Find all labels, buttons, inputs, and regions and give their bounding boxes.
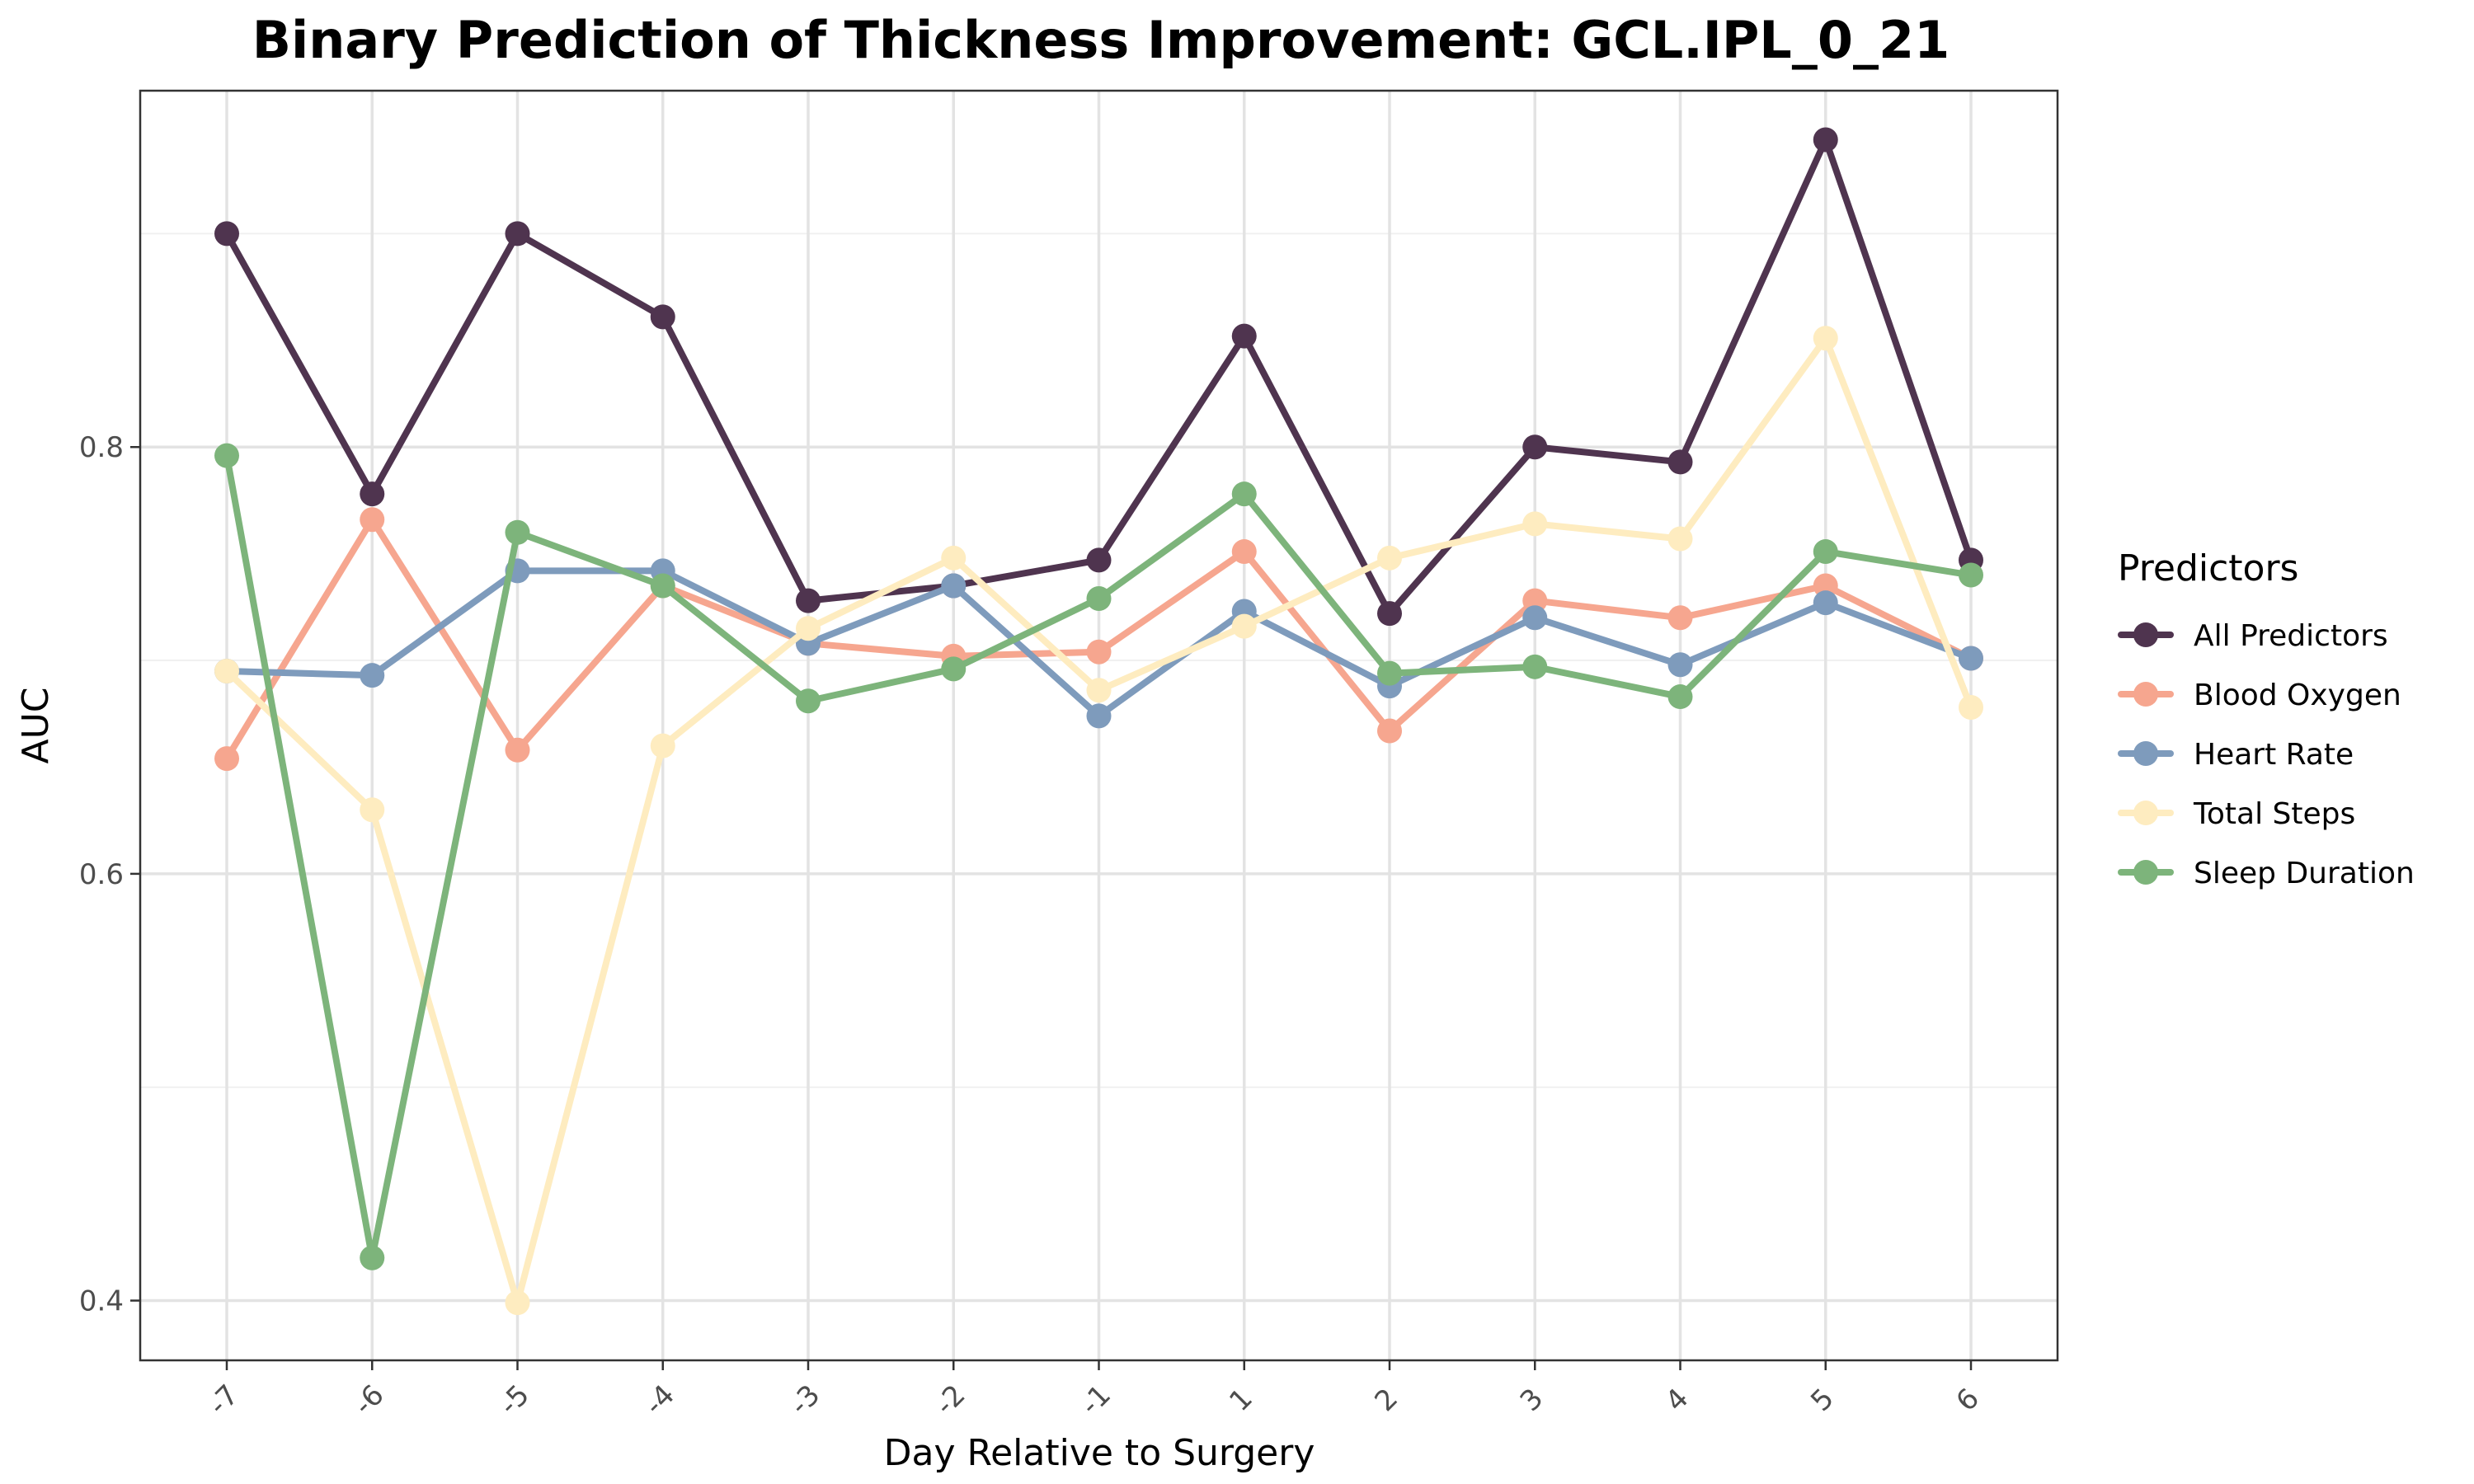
data-point [1086, 586, 1112, 611]
x-axis-title: Day Relative to Surgery [884, 1432, 1315, 1474]
x-tick-label: 6 [1950, 1382, 1986, 1418]
data-point [1086, 639, 1112, 665]
data-point [505, 737, 530, 763]
x-axis: -7 -6 -5 -4 -3 -2 -1 1 2 3 4 5 6 [202, 1360, 1986, 1421]
x-tick-label: -3 [783, 1378, 826, 1421]
data-point [1959, 695, 1983, 720]
legend-key-point [2133, 622, 2158, 647]
data-point [1959, 562, 1983, 588]
legend-item: All Predictors [2118, 619, 2388, 653]
data-point [1667, 684, 1693, 710]
data-point [1231, 613, 1257, 639]
data-point [650, 573, 675, 599]
data-point [1667, 526, 1693, 552]
data-point [1377, 660, 1402, 686]
data-point [360, 663, 385, 688]
data-point [1813, 127, 1838, 153]
data-point [214, 746, 239, 772]
data-point [214, 443, 239, 468]
x-tick-label: -1 [1075, 1378, 1117, 1421]
legend-item: Sleep Duration [2118, 857, 2415, 890]
data-point [1522, 654, 1548, 679]
series-sleep-duration [214, 443, 1983, 1270]
data-point [1813, 539, 1838, 565]
data-point [214, 659, 239, 683]
data-point [505, 221, 530, 247]
data-point [796, 688, 821, 714]
legend-label: Total Steps [2193, 797, 2355, 831]
data-point [1813, 573, 1838, 599]
legend-label: Sleep Duration [2194, 857, 2415, 890]
data-point [650, 304, 675, 330]
data-point [360, 507, 385, 533]
data-point [1086, 547, 1112, 573]
series-lines [214, 127, 1983, 1316]
data-point [1086, 703, 1112, 729]
data-point [360, 1245, 385, 1270]
legend: Predictors All Predictors Blood Oxygen Hea… [2118, 547, 2415, 890]
legend-label: Heart Rate [2194, 738, 2354, 772]
data-point [505, 519, 530, 545]
x-tick-label: -2 [929, 1378, 971, 1421]
x-tick-label: 4 [1659, 1382, 1696, 1418]
data-point [505, 1290, 530, 1316]
data-point [1813, 590, 1838, 616]
data-point [796, 588, 821, 613]
legend-key-point [2133, 682, 2158, 707]
legend-item: Heart Rate [2118, 738, 2354, 772]
data-point [1959, 646, 1983, 671]
data-point [360, 797, 385, 823]
data-point [941, 545, 967, 571]
data-point [360, 481, 385, 507]
legend-key-point [2133, 741, 2158, 766]
data-point [1231, 323, 1257, 349]
data-point [1377, 545, 1402, 571]
legend-key-point [2133, 801, 2158, 825]
data-point [1667, 449, 1693, 475]
x-tick-label: 2 [1368, 1382, 1404, 1418]
data-point [1231, 539, 1257, 565]
series-total-steps [214, 326, 1983, 1316]
y-tick-label: 0.8 [79, 431, 124, 464]
data-point [650, 733, 675, 758]
x-tick-label: -4 [638, 1378, 681, 1421]
data-point [1377, 718, 1402, 744]
y-axis: 0.4 0.6 0.8 [79, 431, 140, 1318]
data-point [1522, 434, 1548, 460]
x-tick-label: 5 [1804, 1382, 1841, 1418]
legend-item: Blood Oxygen [2118, 679, 2401, 712]
data-point [1522, 605, 1548, 631]
data-point [941, 573, 967, 599]
data-point [1231, 481, 1257, 507]
series-all-predictors [214, 127, 1983, 627]
legend-label: All Predictors [2194, 619, 2388, 653]
legend-key-point [2133, 860, 2158, 885]
legend-label: Blood Oxygen [2194, 679, 2401, 712]
data-point [1667, 605, 1693, 631]
y-axis-title: AUC [15, 687, 57, 763]
data-point [214, 221, 239, 247]
x-tick-label: -5 [493, 1378, 536, 1421]
data-point [941, 656, 967, 682]
legend-title: Predictors [2118, 547, 2298, 589]
data-point [1667, 652, 1693, 678]
chart-title: Binary Prediction of Thickness Improveme… [252, 10, 1950, 70]
data-point [1813, 326, 1838, 351]
x-tick-label: 1 [1223, 1382, 1259, 1418]
data-point [796, 616, 821, 641]
data-point [1522, 588, 1548, 613]
x-tick-label: 3 [1514, 1382, 1550, 1418]
x-tick-label: -6 [347, 1378, 390, 1421]
data-point [1377, 601, 1402, 627]
series-blood-oxygen [214, 507, 1983, 772]
y-tick-label: 0.4 [79, 1285, 124, 1318]
data-point [1086, 678, 1112, 703]
y-tick-label: 0.6 [79, 858, 124, 891]
legend-item: Total Steps [2118, 797, 2355, 831]
x-tick-label: -7 [202, 1378, 245, 1421]
data-point [1522, 511, 1548, 537]
